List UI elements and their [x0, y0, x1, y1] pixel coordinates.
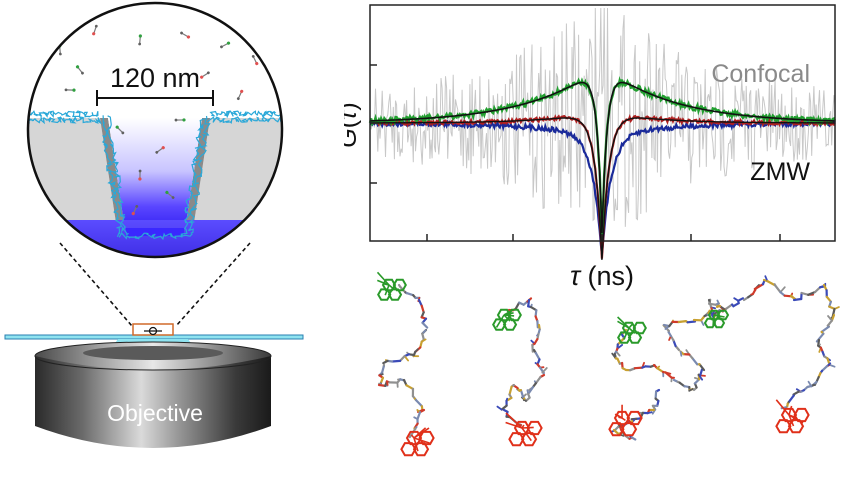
fluorophore-molecule: [138, 169, 142, 181]
confocal-fit: [370, 81, 835, 234]
coating-top-left-2: [28, 115, 103, 125]
zmw-label: ZMW: [750, 158, 810, 186]
x-axis-label: τ (ns): [570, 261, 634, 291]
fluorophore-molecule: [155, 146, 165, 154]
objective-label: Objective: [107, 400, 203, 426]
dye-green-1: [376, 271, 407, 301]
peptide-structures: [376, 271, 840, 457]
objective-lens: Objective: [34, 341, 272, 448]
fluorophore-molecule: [236, 89, 244, 101]
coating-wall-right: [187, 115, 211, 234]
nanowell: [108, 118, 202, 236]
peptide-chain-3: [611, 279, 766, 392]
dye-green-4: [703, 309, 730, 329]
zmw-schematic: 120 nm Objective: [4, 1, 304, 448]
peptide-chain-2: [496, 297, 548, 427]
fluorophore-molecule: [75, 65, 84, 75]
fluorophore-molecule: [138, 34, 142, 46]
fluorophore-molecule: [92, 24, 98, 36]
coating-top-left: [28, 109, 99, 119]
fluorophore-molecule: [200, 71, 210, 79]
dye-green-3: [617, 316, 647, 344]
y-label-paren: (: [344, 119, 362, 128]
scale-label: 120 nm: [110, 63, 200, 93]
fluorophore-molecule: [165, 190, 175, 199]
fluorophore-molecule: [115, 125, 125, 135]
peptide-chain-1: [377, 283, 429, 439]
coating-top-right-2: [206, 115, 282, 125]
coating-top-right: [209, 110, 282, 119]
dye-green-2: [492, 308, 522, 331]
fluorophore-molecule: [174, 118, 186, 122]
y-label-close: ): [344, 102, 362, 110]
dye-red-3: [608, 404, 643, 437]
fluorophore-molecule: [251, 55, 259, 66]
fluorophore-molecule: [180, 31, 191, 39]
correlation-plot: Confocal ZMW G(τ) τ (ns): [344, 4, 837, 291]
fluorophore-molecule: [131, 205, 139, 216]
confocal-label: Confocal: [711, 60, 810, 88]
x-label-tau: τ: [570, 261, 582, 291]
y-label-g: G: [344, 128, 362, 147]
dye-red-2: [505, 412, 543, 447]
fluorophore-molecule: [220, 41, 231, 49]
coating-bottom: [118, 232, 193, 241]
zmw-chip: [132, 323, 174, 336]
y-axis-label: G(τ): [344, 102, 362, 147]
coating-wall-right-2: [180, 118, 205, 236]
magnifier-circle: [26, 1, 284, 259]
x-label-units: (ns): [580, 261, 634, 291]
dye-red-4: [775, 399, 810, 434]
zoom-line-right: [175, 242, 251, 327]
raw-correlation-noise: [369, 7, 836, 227]
dye-red-1: [400, 427, 435, 457]
zmw-fit: [370, 117, 835, 260]
peptide-chain-4: [762, 275, 840, 410]
coating-wall-left-2: [106, 115, 129, 236]
zoom-line-left: [59, 242, 133, 327]
axis-ticks: [370, 64, 781, 241]
y-label-tau: τ: [344, 109, 362, 120]
coating-wall-left: [102, 115, 123, 238]
fluorophore-molecule: [64, 88, 76, 92]
